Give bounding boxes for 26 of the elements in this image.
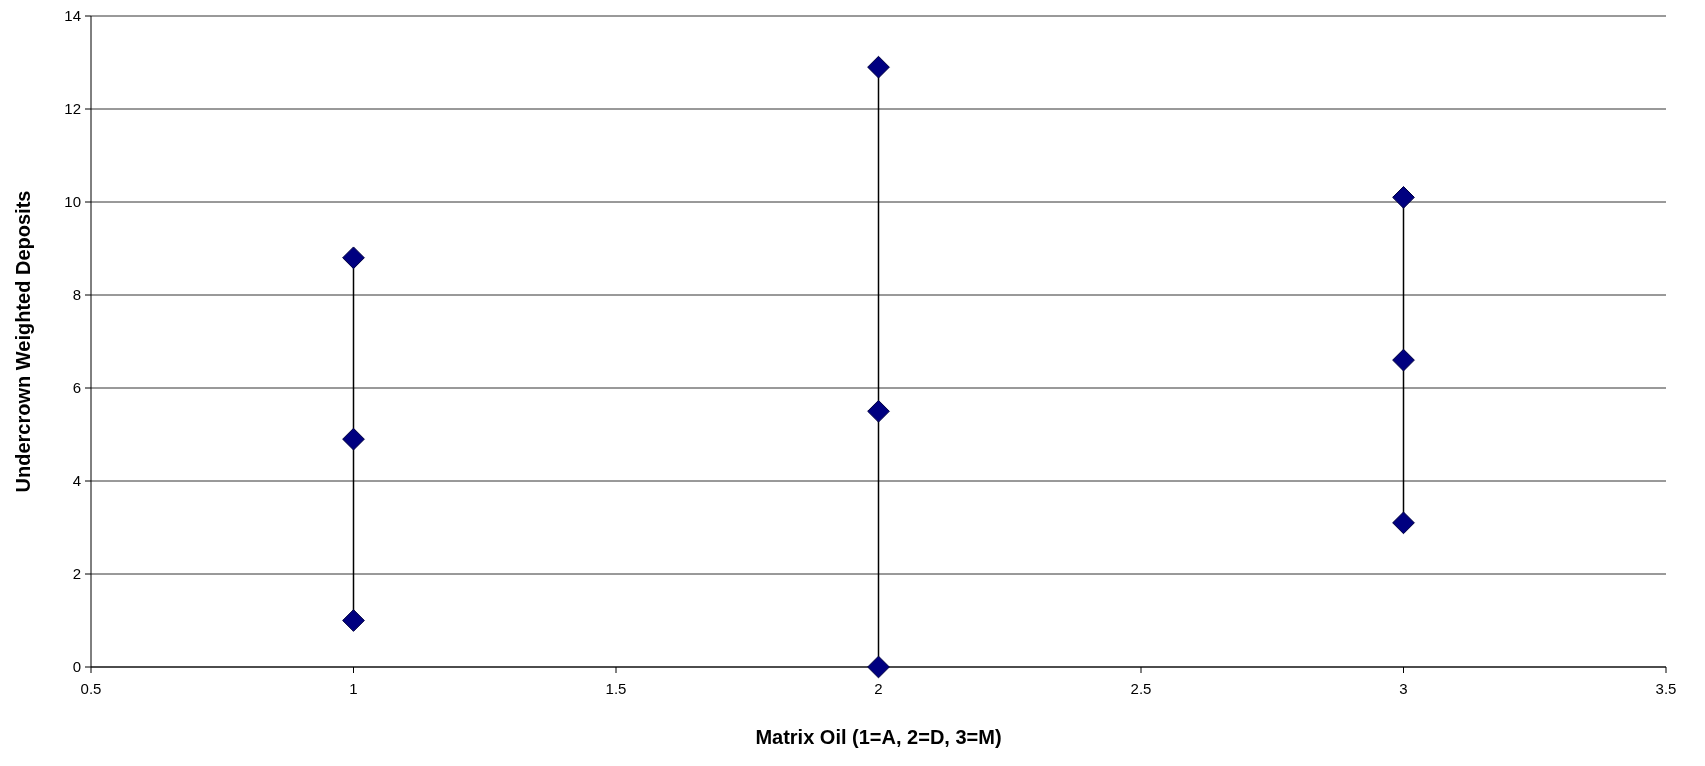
y-tick-label: 14: [64, 7, 81, 25]
y-tick-label: 6: [72, 379, 81, 397]
y-tick-label: 2: [72, 565, 81, 583]
y-axis-title: Undercrown Weighted Deposits: [12, 190, 34, 493]
point: [1392, 511, 1415, 535]
x-tick-label: 3: [1399, 680, 1408, 697]
x-tick-label: 0.5: [80, 680, 102, 697]
point: [867, 55, 890, 79]
y-tick-label: 8: [72, 286, 81, 304]
point: [867, 399, 890, 423]
point: [342, 427, 365, 451]
x-tick-label: 2.5: [1130, 680, 1152, 697]
x-tick-label: 1: [349, 680, 358, 697]
x-tick-label: 2: [874, 680, 883, 697]
y-tick-label: 10: [64, 193, 81, 211]
x-tick-label: 1.5: [605, 680, 627, 697]
point: [342, 609, 365, 632]
y-tick-label: 0: [72, 658, 81, 676]
point: [867, 655, 890, 679]
point: [342, 246, 365, 270]
y-tick-label: 12: [64, 100, 81, 118]
x-axis-title: Matrix Oil (1=A, 2=D, 3=M): [755, 726, 1002, 748]
point: [1392, 348, 1415, 372]
point: [1392, 186, 1415, 209]
x-tick-label: 3.5: [1655, 680, 1677, 697]
y-tick-label: 4: [72, 472, 81, 490]
